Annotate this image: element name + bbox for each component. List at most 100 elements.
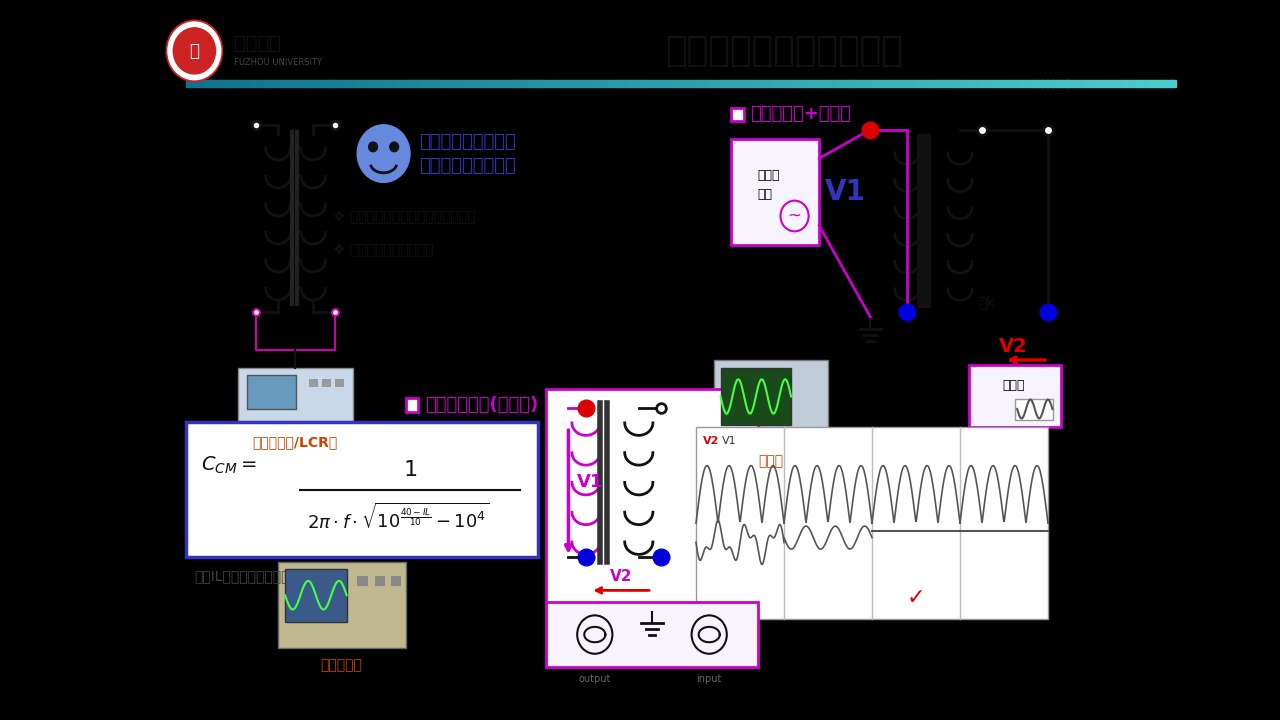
Bar: [884, 80, 890, 87]
Bar: [1126, 80, 1132, 87]
Bar: [186, 80, 191, 87]
Bar: [1161, 80, 1166, 87]
Bar: [790, 80, 795, 87]
Bar: [731, 139, 819, 245]
Bar: [874, 80, 879, 87]
Bar: [547, 602, 758, 667]
Bar: [1156, 80, 1162, 87]
Bar: [1076, 80, 1083, 87]
Bar: [196, 80, 201, 87]
Text: $2\pi \cdot f \cdot \sqrt{10^{\frac{40-IL}{10}} - 10^4}$: $2\pi \cdot f \cdot \sqrt{10^{\frac{40-I…: [307, 503, 490, 534]
Bar: [924, 80, 929, 87]
Circle shape: [166, 20, 223, 81]
Bar: [567, 80, 572, 87]
Text: 无法反映变压器在实: 无法反映变压器在实: [419, 133, 516, 151]
Text: 福州大学: 福州大学: [234, 34, 282, 53]
Bar: [349, 80, 355, 87]
Bar: [726, 80, 731, 87]
Bar: [710, 80, 716, 87]
Bar: [969, 365, 1061, 427]
Bar: [774, 80, 781, 87]
Text: 几k: 几k: [978, 295, 995, 310]
Bar: [1062, 80, 1068, 87]
Text: 信号发: 信号发: [758, 169, 780, 182]
Bar: [631, 80, 636, 87]
Bar: [829, 80, 835, 87]
Bar: [438, 80, 443, 87]
Bar: [596, 80, 602, 87]
Bar: [572, 80, 577, 87]
Bar: [552, 80, 557, 87]
Text: $C_{CM}=$: $C_{CM}=$: [201, 455, 257, 476]
Bar: [721, 368, 791, 426]
Text: 际工况下的共模特性: 际工况下的共模特性: [419, 157, 516, 175]
Bar: [933, 80, 938, 87]
Bar: [1087, 80, 1092, 87]
Bar: [824, 80, 829, 87]
Text: V2: V2: [611, 570, 632, 585]
Text: 信号发生器+示波器: 信号发生器+示波器: [750, 105, 851, 123]
Bar: [914, 80, 919, 87]
Bar: [294, 80, 300, 87]
Bar: [508, 80, 513, 87]
Bar: [700, 80, 707, 87]
Bar: [602, 80, 607, 87]
Bar: [205, 80, 211, 87]
Bar: [1038, 80, 1043, 87]
Bar: [983, 80, 988, 87]
Bar: [547, 389, 758, 667]
Bar: [305, 80, 310, 87]
Bar: [1142, 80, 1147, 87]
Bar: [374, 80, 379, 87]
Bar: [805, 80, 810, 87]
Bar: [1132, 80, 1137, 87]
Bar: [780, 80, 785, 87]
Bar: [938, 80, 943, 87]
Bar: [512, 80, 518, 87]
Bar: [247, 375, 296, 409]
Bar: [344, 80, 349, 87]
Text: 其中IL表示测得的插入损耗: 其中IL表示测得的插入损耗: [195, 569, 298, 583]
Bar: [323, 379, 330, 387]
Bar: [236, 80, 241, 87]
Bar: [657, 80, 662, 87]
Bar: [389, 80, 394, 87]
Bar: [1112, 80, 1117, 87]
Bar: [879, 80, 884, 87]
Bar: [1068, 80, 1073, 87]
Bar: [1137, 80, 1142, 87]
Bar: [705, 80, 710, 87]
Bar: [477, 80, 483, 87]
Bar: [1147, 80, 1152, 87]
Bar: [280, 80, 285, 87]
Bar: [369, 80, 374, 87]
Bar: [324, 80, 329, 87]
Bar: [652, 80, 657, 87]
Bar: [308, 379, 317, 387]
Bar: [429, 80, 434, 87]
Bar: [493, 80, 498, 87]
Text: 网络分析仪等(两端口): 网络分析仪等(两端口): [425, 396, 538, 414]
Bar: [390, 576, 401, 585]
Bar: [335, 379, 344, 387]
Bar: [731, 80, 736, 87]
Bar: [1007, 80, 1012, 87]
Bar: [1073, 80, 1078, 87]
Bar: [1152, 80, 1157, 87]
Bar: [691, 80, 696, 87]
Text: ✓: ✓: [906, 588, 925, 608]
Bar: [750, 80, 755, 87]
Bar: [384, 80, 389, 87]
Bar: [591, 80, 596, 87]
Bar: [424, 80, 429, 87]
Bar: [888, 80, 895, 87]
Bar: [785, 80, 790, 87]
Bar: [696, 80, 701, 87]
Bar: [406, 398, 417, 412]
Bar: [810, 80, 815, 87]
Bar: [988, 80, 993, 87]
Bar: [300, 80, 305, 87]
Bar: [893, 80, 899, 87]
Bar: [968, 80, 973, 87]
Bar: [1033, 80, 1038, 87]
